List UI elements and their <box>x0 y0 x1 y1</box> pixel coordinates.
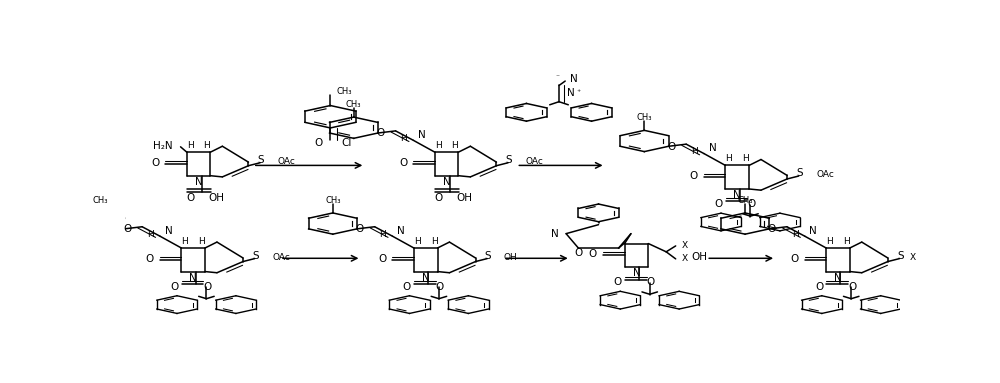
Text: S: S <box>252 250 259 261</box>
Text: H: H <box>826 237 833 246</box>
Text: O: O <box>146 254 154 264</box>
Text: N: N <box>443 177 450 187</box>
Text: O: O <box>186 193 194 203</box>
Text: OH: OH <box>208 193 224 203</box>
Text: O: O <box>614 277 622 288</box>
Text: X: X <box>682 254 688 264</box>
Text: H: H <box>380 230 386 239</box>
Text: O: O <box>815 282 823 292</box>
Text: OH: OH <box>691 252 707 262</box>
Text: N: N <box>195 177 202 187</box>
Text: Cl: Cl <box>341 138 352 148</box>
Text: O: O <box>747 199 756 210</box>
Text: N: N <box>633 268 640 278</box>
Text: O: O <box>170 282 179 292</box>
Text: O: O <box>574 247 583 258</box>
Text: O: O <box>376 128 385 138</box>
Text: S: S <box>796 168 803 178</box>
Text: X: X <box>910 253 916 262</box>
Text: CH₃: CH₃ <box>737 196 753 205</box>
Text: N: N <box>570 74 578 84</box>
Text: H: H <box>435 141 442 150</box>
Text: N: N <box>418 130 426 140</box>
Text: O: O <box>589 249 597 259</box>
Text: H: H <box>414 237 421 246</box>
Text: H: H <box>431 237 437 246</box>
Text: CH₃: CH₃ <box>325 196 341 205</box>
Text: O: O <box>667 142 675 152</box>
Text: ⁺: ⁺ <box>576 88 580 97</box>
Text: OH: OH <box>456 193 472 203</box>
Text: N: N <box>809 226 817 236</box>
Text: O: O <box>403 282 411 292</box>
Text: S: S <box>485 250 491 261</box>
Text: H: H <box>742 154 749 164</box>
Text: O: O <box>378 254 386 264</box>
Text: OAc: OAc <box>278 157 296 166</box>
Text: OAc: OAc <box>526 157 544 166</box>
Text: O: O <box>714 199 723 210</box>
Text: OAc: OAc <box>817 170 834 179</box>
Text: CH₃: CH₃ <box>637 113 652 123</box>
Text: H: H <box>187 141 194 150</box>
Text: N: N <box>397 226 405 236</box>
Text: H: H <box>182 237 188 246</box>
Text: H: H <box>843 237 850 246</box>
Text: H: H <box>198 237 205 246</box>
Text: N: N <box>567 88 574 98</box>
Text: O: O <box>123 224 131 234</box>
Text: O: O <box>314 138 323 148</box>
Text: OH: OH <box>503 253 517 262</box>
Text: H: H <box>400 134 407 143</box>
Text: O: O <box>151 158 159 168</box>
Text: S: S <box>506 155 512 165</box>
Text: N: N <box>834 273 842 283</box>
Text: N: N <box>422 273 430 283</box>
Text: O: O <box>848 282 856 292</box>
Text: N: N <box>165 226 172 236</box>
Text: O: O <box>436 282 444 292</box>
Text: H: H <box>452 141 458 150</box>
Text: X: X <box>682 241 688 250</box>
Text: O: O <box>399 158 407 168</box>
Text: CH₃: CH₃ <box>337 87 352 96</box>
Text: O: O <box>434 193 442 203</box>
Text: N: N <box>733 190 741 200</box>
Text: S: S <box>897 250 904 261</box>
Text: O: O <box>203 282 212 292</box>
Text: O: O <box>356 224 364 234</box>
Text: H: H <box>726 154 732 164</box>
Text: N: N <box>189 273 197 283</box>
Text: N: N <box>551 229 558 239</box>
Text: O: O <box>690 171 698 181</box>
Text: OAc: OAc <box>273 253 290 262</box>
Text: H₂N: H₂N <box>153 141 173 151</box>
Text: O: O <box>768 224 776 234</box>
Text: S: S <box>258 155 264 165</box>
Text: CH₃: CH₃ <box>93 196 108 205</box>
Text: N: N <box>709 143 716 153</box>
Text: O: O <box>647 277 655 288</box>
Text: H: H <box>204 141 210 150</box>
Text: H: H <box>792 230 799 239</box>
Text: H: H <box>147 230 154 239</box>
Text: CH₃: CH₃ <box>346 100 361 109</box>
Text: O: O <box>790 254 799 264</box>
Text: H: H <box>691 147 698 156</box>
Text: ⁻: ⁻ <box>555 72 559 81</box>
